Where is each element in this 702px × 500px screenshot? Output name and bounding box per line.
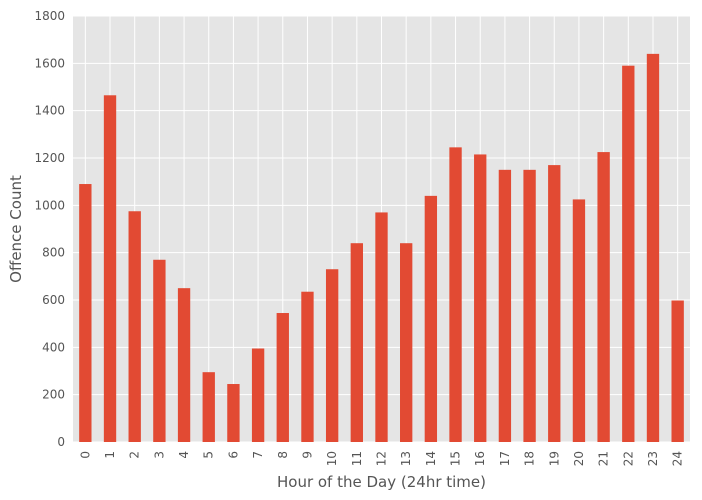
bar-hour-13 (400, 243, 413, 442)
x-tick-label: 20 (572, 451, 586, 466)
bar-hour-21 (597, 152, 610, 443)
bar-hour-15 (449, 147, 462, 442)
bar-hour-9 (301, 291, 314, 442)
x-tick-label: 19 (547, 451, 561, 466)
bar-hour-2 (128, 211, 141, 442)
x-tick-label: 24 (671, 451, 685, 466)
x-tick-label: 8 (276, 451, 290, 459)
x-tick-label: 6 (226, 451, 240, 459)
x-tick-label: 13 (399, 451, 413, 466)
bar-hour-17 (498, 169, 512, 443)
x-tick-label: 21 (597, 451, 611, 466)
x-tick-label: 12 (375, 451, 389, 466)
bar-hour-10 (325, 269, 339, 442)
bars (79, 53, 684, 443)
x-tick-label: 5 (202, 451, 216, 459)
x-axis-ticks: 0 1 2 3 4 5 6 7 8 9 10 11 12 13 14 15 16 17 18 19 20 21 22 23 24 (78, 451, 684, 466)
bar-hour-11 (350, 243, 363, 442)
x-tick-label: 9 (300, 451, 314, 459)
y-tick-label: 600 (42, 293, 65, 307)
bar-hour-4 (177, 288, 191, 442)
bar-hour-12 (375, 212, 388, 442)
y-tick-label: 1600 (34, 56, 65, 70)
x-tick-label: 11 (350, 451, 364, 466)
y-tick-label: 0 (57, 435, 65, 449)
x-tick-label: 7 (251, 451, 265, 459)
bar-hour-3 (153, 259, 166, 442)
x-tick-label: 17 (498, 451, 512, 466)
bar-hour-24 (671, 300, 684, 442)
y-tick-label: 1200 (34, 151, 65, 165)
bar-hour-19 (548, 165, 561, 442)
bar-hour-18 (523, 169, 536, 443)
bar-hour-8 (276, 313, 289, 442)
x-tick-label: 18 (523, 451, 537, 466)
bar-hour-22 (622, 65, 635, 442)
y-tick-label: 1000 (34, 198, 65, 212)
bar-hour-5 (202, 372, 215, 442)
bar-hour-20 (572, 199, 586, 442)
x-tick-label: 0 (78, 451, 92, 459)
x-tick-label: 1 (103, 451, 117, 459)
x-tick-label: 14 (424, 451, 438, 466)
y-axis-ticks: 0 200 400 600 800 1000 1200 1400 1600 1800 (34, 9, 65, 449)
bar-hour-16 (474, 154, 487, 442)
bar-hour-6 (227, 384, 240, 442)
x-tick-label: 10 (325, 451, 339, 466)
bar-hour-0 (79, 184, 92, 443)
x-tick-label: 4 (177, 451, 191, 459)
x-tick-label: 3 (152, 451, 166, 459)
x-tick-label: 16 (473, 451, 487, 466)
y-tick-label: 800 (42, 246, 65, 260)
bar-hour-1 (103, 95, 117, 443)
x-tick-label: 15 (449, 451, 463, 466)
bar-hour-14 (424, 195, 438, 442)
y-tick-label: 400 (42, 340, 65, 354)
x-tick-label: 23 (646, 451, 660, 466)
y-tick-label: 200 (42, 388, 65, 402)
y-tick-label: 1800 (34, 9, 65, 23)
x-tick-label: 22 (621, 451, 635, 466)
bar-hour-7 (251, 348, 265, 442)
bar-hour-23 (646, 53, 660, 442)
y-axis-label: Offence Count (7, 175, 25, 283)
x-tick-label: 2 (128, 451, 142, 459)
y-tick-label: 1400 (34, 104, 65, 118)
x-axis-label: Hour of the Day (24hr time) (277, 473, 486, 491)
